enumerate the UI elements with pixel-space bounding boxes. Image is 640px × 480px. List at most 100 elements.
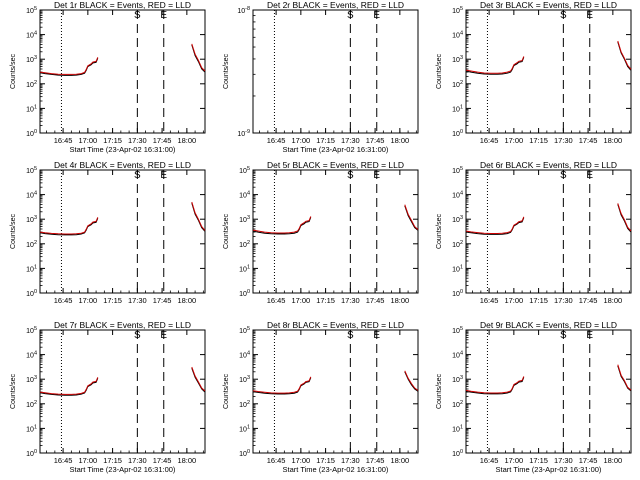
event-marker-label: S <box>560 330 567 341</box>
chart-title: Det 1r BLACK = Events, RED = LLD <box>54 0 191 10</box>
y-tick-label: 105 <box>452 166 463 175</box>
x-axis-label: Start Time (23-Apr-02 16:31:00) <box>70 465 176 474</box>
plot-frame <box>252 169 419 294</box>
lld-series-line <box>191 43 206 72</box>
chart-title: Det 2r BLACK = Events, RED = LLD <box>267 0 404 10</box>
y-tick-label: 105 <box>26 6 37 15</box>
y-tick-label: 105 <box>26 166 37 175</box>
x-tick-label: 17:15 <box>103 456 122 465</box>
x-tick-label: 17:15 <box>316 136 335 145</box>
x-tick-label: 17:45 <box>366 136 385 145</box>
x-tick-label: 17:15 <box>103 296 122 305</box>
lld-series-line <box>465 376 525 394</box>
y-tick-label: 100 <box>239 449 250 458</box>
chart-title: Det 8r BLACK = Events, RED = LLD <box>267 320 404 330</box>
plot-frame <box>252 329 419 454</box>
plot-frame <box>252 9 419 134</box>
x-tick-label: 18:00 <box>177 136 196 145</box>
lld-series-line <box>39 377 99 395</box>
y-axis-label: Counts/sec <box>10 373 17 409</box>
y-tick-label: 101 <box>239 264 250 273</box>
lld-series-line <box>39 57 99 75</box>
y-tick-label: 104 <box>239 191 250 200</box>
x-tick-label: 16:45 <box>267 456 286 465</box>
x-tick-label: 17:45 <box>153 296 172 305</box>
x-tick-label: 17:30 <box>554 136 573 145</box>
y-tick-label: 102 <box>26 400 37 409</box>
x-tick-label: 17:00 <box>504 136 523 145</box>
x-tick-label: 17:30 <box>341 136 360 145</box>
event-marker-label: S <box>347 170 354 181</box>
y-tick-label: 100 <box>26 289 37 298</box>
x-tick-label: 17:30 <box>554 296 573 305</box>
y-tick-label: 104 <box>26 191 37 200</box>
x-tick-label: 17:30 <box>341 456 360 465</box>
y-axis-label: Counts/sec <box>223 53 230 89</box>
event-marker-label: E <box>586 10 593 21</box>
events-series-line <box>465 217 525 235</box>
x-tick-label: 16:45 <box>267 136 286 145</box>
y-axis-label: Counts/sec <box>10 53 17 89</box>
x-tick-label: 17:00 <box>78 296 97 305</box>
y-tick-label: 101 <box>452 104 463 113</box>
events-series-line <box>465 377 525 395</box>
chart-panel: Det 7r BLACK = Events, RED = LLD 100 101 10… <box>10 320 206 474</box>
plot-frame <box>39 329 206 454</box>
y-axis-label: Counts/sec <box>10 213 17 249</box>
event-marker-label: S <box>347 330 354 341</box>
x-tick-label: 17:00 <box>504 296 523 305</box>
event-marker-label: S <box>134 330 141 341</box>
x-tick-label: 17:30 <box>128 136 147 145</box>
y-tick-label: 100 <box>452 449 463 458</box>
y-tick-label: 102 <box>452 400 463 409</box>
y-tick-label: 101 <box>239 424 250 433</box>
x-tick-label: 17:15 <box>529 136 548 145</box>
x-tick-label: 16:45 <box>480 456 499 465</box>
lld-series-line <box>252 376 312 394</box>
y-tick-label: 102 <box>452 80 463 89</box>
lld-series-line <box>191 201 206 231</box>
y-tick-label: 105 <box>452 6 463 15</box>
event-marker-label: S <box>134 10 141 21</box>
x-tick-label: 17:15 <box>529 296 548 305</box>
y-tick-label: 10-9 <box>237 129 250 138</box>
events-series-line <box>252 377 312 395</box>
y-tick-label: 101 <box>26 264 37 273</box>
y-tick-label: 103 <box>26 215 37 224</box>
x-tick-label: 17:45 <box>579 296 598 305</box>
x-tick-label: 17:15 <box>316 456 335 465</box>
plot-frame <box>465 329 632 454</box>
x-tick-label: 17:15 <box>103 136 122 145</box>
y-tick-label: 101 <box>452 264 463 273</box>
x-tick-label: 16:45 <box>480 296 499 305</box>
y-tick-label: 10-8 <box>237 6 250 15</box>
y-tick-label: 103 <box>239 215 250 224</box>
x-axis-label: Start Time (23-Apr-02 16:31:00) <box>496 465 602 474</box>
chart-panel: Det 5r BLACK = Events, RED = LLD 100 101 10… <box>223 160 419 305</box>
lld-series-line <box>404 370 419 391</box>
plot-frame <box>39 169 206 294</box>
y-tick-label: 104 <box>239 351 250 360</box>
x-tick-label: 17:45 <box>366 296 385 305</box>
x-tick-label: 17:00 <box>291 456 310 465</box>
x-tick-label: 18:00 <box>390 136 409 145</box>
chart-title: Det 4r BLACK = Events, RED = LLD <box>54 160 191 170</box>
event-marker-label: S <box>560 10 567 21</box>
x-tick-label: 18:00 <box>390 456 409 465</box>
x-tick-label: 16:45 <box>54 296 73 305</box>
plot-frame <box>465 9 632 134</box>
y-tick-label: 104 <box>452 191 463 200</box>
chart-panel: Det 1r BLACK = Events, RED = LLD 100 101 10… <box>10 0 206 154</box>
event-marker-label: E <box>586 330 593 341</box>
y-axis-label: Counts/sec <box>436 373 443 409</box>
x-tick-label: 16:45 <box>54 456 73 465</box>
y-tick-label: 102 <box>452 240 463 249</box>
x-tick-label: 17:30 <box>554 456 573 465</box>
x-tick-label: 18:00 <box>390 296 409 305</box>
events-series-line <box>465 57 525 75</box>
y-tick-label: 105 <box>26 326 37 335</box>
x-tick-label: 17:15 <box>529 456 548 465</box>
y-axis-label: Counts/sec <box>436 53 443 89</box>
x-tick-label: 17:45 <box>579 136 598 145</box>
